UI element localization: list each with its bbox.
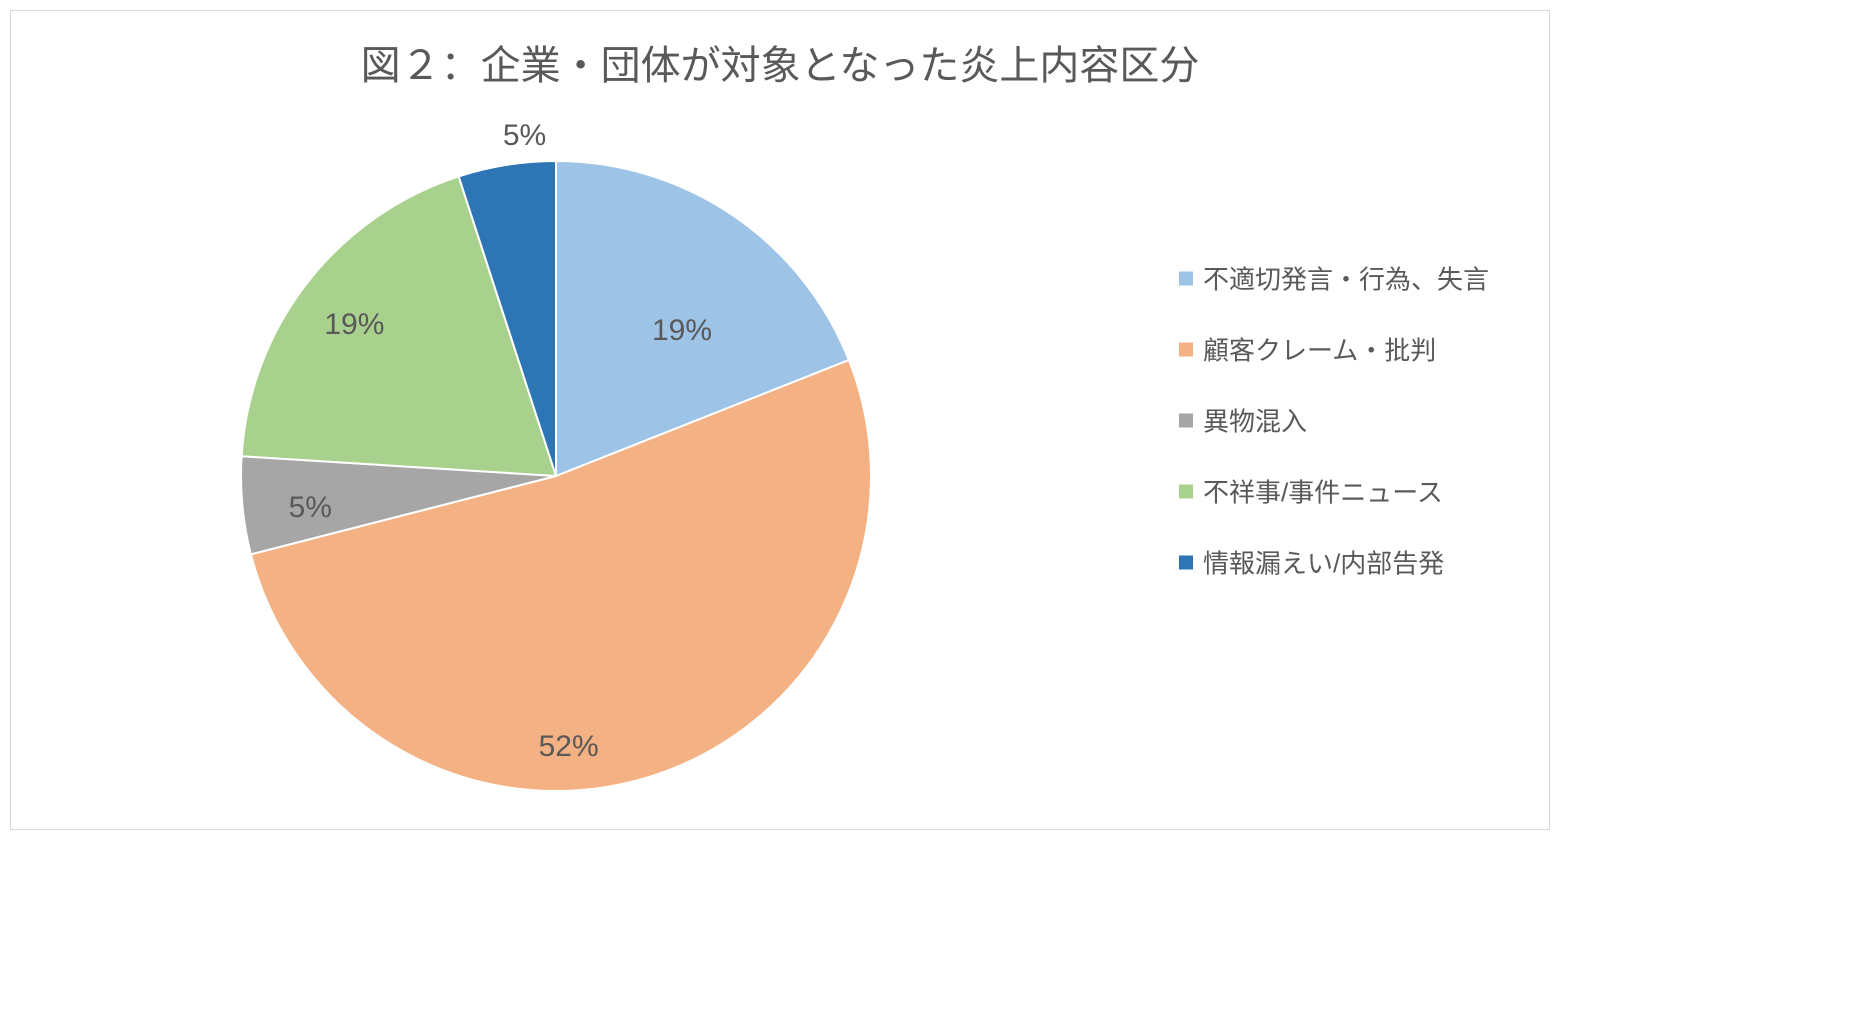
legend-label: 異物混入 <box>1203 402 1307 439</box>
legend-item: 不適切発言・行為、失言 <box>1179 260 1489 297</box>
pie-data-label: 19% <box>324 308 384 342</box>
legend: 不適切発言・行為、失言顧客クレーム・批判異物混入不祥事/事件ニュース情報漏えい/… <box>1179 226 1489 615</box>
pie-svg <box>241 161 871 791</box>
legend-item: 不祥事/事件ニュース <box>1179 473 1489 510</box>
chart-frame: 図２：企業・団体が対象となった炎上内容区分 19% 52% 5% 19% 5% 不適切発… <box>10 10 1550 830</box>
legend-swatch <box>1179 342 1193 356</box>
legend-item: 情報漏えい/内部告発 <box>1179 544 1489 581</box>
legend-label: 不適切発言・行為、失言 <box>1203 260 1489 297</box>
legend-label: 顧客クレーム・批判 <box>1203 331 1436 368</box>
chart-title: 図２：企業・団体が対象となった炎上内容区分 <box>11 11 1549 91</box>
pie-chart: 19%52%5%19%5% <box>241 161 871 791</box>
legend-swatch <box>1179 271 1193 285</box>
legend-item: 異物混入 <box>1179 402 1489 439</box>
pie-data-label: 5% <box>289 491 332 525</box>
legend-label: 情報漏えい/内部告発 <box>1203 544 1444 581</box>
legend-swatch <box>1179 484 1193 498</box>
pie-data-label: 5% <box>503 119 546 153</box>
legend-swatch <box>1179 555 1193 569</box>
pie-data-label: 19% <box>652 314 712 348</box>
pie-data-label: 52% <box>539 730 599 764</box>
legend-swatch <box>1179 413 1193 427</box>
legend-item: 顧客クレーム・批判 <box>1179 331 1489 368</box>
legend-label: 不祥事/事件ニュース <box>1203 473 1443 510</box>
